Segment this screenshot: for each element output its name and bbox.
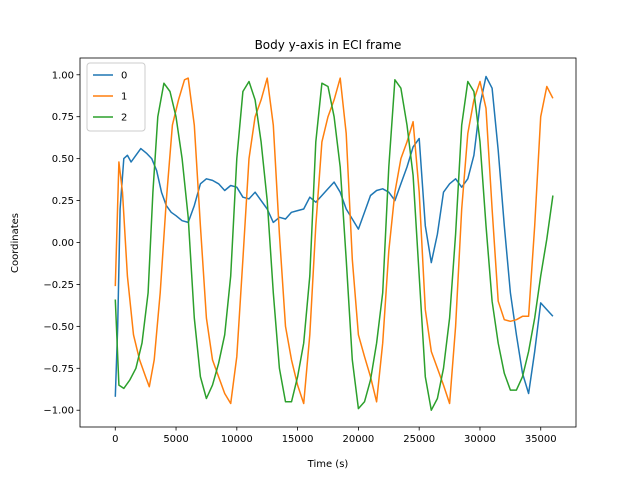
y-tick-label: −0.25: [43, 280, 74, 291]
y-axis: −1.00 −0.75 −0.50 −0.25 0.00 0.25 0.50 0.75 1.00: [43, 70, 80, 417]
y-tick-label: −0.75: [43, 364, 74, 375]
series-layer: [114, 75, 554, 411]
y-tick-label: 0.00: [52, 238, 74, 249]
series-line-0: [114, 75, 554, 397]
y-axis-label: Coordinates: [10, 213, 21, 273]
y-tick-label: 1.00: [52, 70, 74, 81]
legend-label-1: 1: [121, 92, 127, 103]
x-tick-label: 35000: [525, 434, 557, 445]
x-tick-label: 0: [112, 434, 118, 445]
series-line-2: [114, 79, 554, 411]
x-tick-label: 30000: [464, 434, 496, 445]
y-tick-label: −1.00: [43, 406, 74, 417]
x-tick-label: 15000: [282, 434, 314, 445]
legend-label-0: 0: [121, 71, 127, 82]
y-tick-label: −0.50: [43, 322, 74, 333]
y-tick-label: 0.50: [52, 154, 74, 165]
y-tick-label: 0.25: [52, 196, 74, 207]
y-tick-label: 0.75: [52, 112, 74, 123]
legend-box: [86, 62, 146, 132]
x-axis: 0 5000 10000 15000 20000 25000 30000 35000: [112, 427, 557, 445]
x-tick-label: 20000: [342, 434, 374, 445]
legend-label-2: 2: [121, 113, 127, 124]
series-line-1: [114, 77, 554, 405]
chart-title: Body y-axis in ECI frame: [255, 38, 402, 52]
legend: 0 1 2: [86, 62, 146, 132]
x-tick-label: 5000: [163, 434, 188, 445]
x-tick-label: 25000: [403, 434, 435, 445]
x-axis-label: Time (s): [307, 459, 349, 470]
x-tick-label: 10000: [221, 434, 253, 445]
